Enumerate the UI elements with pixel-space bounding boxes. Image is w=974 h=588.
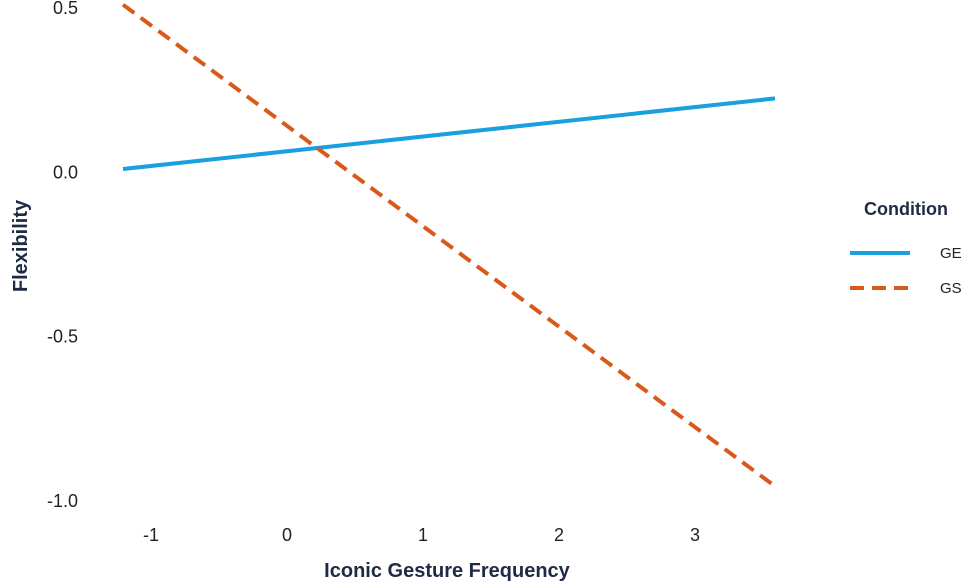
series-line-ge xyxy=(122,96,776,171)
y-tick-label: 0.5 xyxy=(53,0,78,18)
y-tick-label: -0.5 xyxy=(47,327,78,347)
x-tick-label: 2 xyxy=(554,525,564,545)
x-axis-ticks: -1 0 1 2 3 xyxy=(143,525,700,545)
x-tick-label: 1 xyxy=(418,525,428,545)
y-tick-label: -1.0 xyxy=(47,491,78,511)
legend: Condition GE GS xyxy=(850,199,962,297)
legend-label-ge: GE xyxy=(940,245,962,262)
x-axis-title: Iconic Gesture Frequency xyxy=(324,560,571,582)
y-axis-ticks: 0.5 0.0 -0.5 -1.0 xyxy=(47,0,78,511)
legend-label-gs: GS xyxy=(940,280,962,297)
x-tick-label: 0 xyxy=(282,525,292,545)
y-tick-label: 0.0 xyxy=(53,162,78,182)
y-axis-title: Flexibility xyxy=(10,199,32,292)
x-tick-label: -1 xyxy=(143,525,159,545)
series-line-gs xyxy=(121,3,777,488)
plot-lines xyxy=(121,3,777,488)
x-tick-label: 3 xyxy=(690,525,700,545)
legend-title: Condition xyxy=(864,199,948,219)
